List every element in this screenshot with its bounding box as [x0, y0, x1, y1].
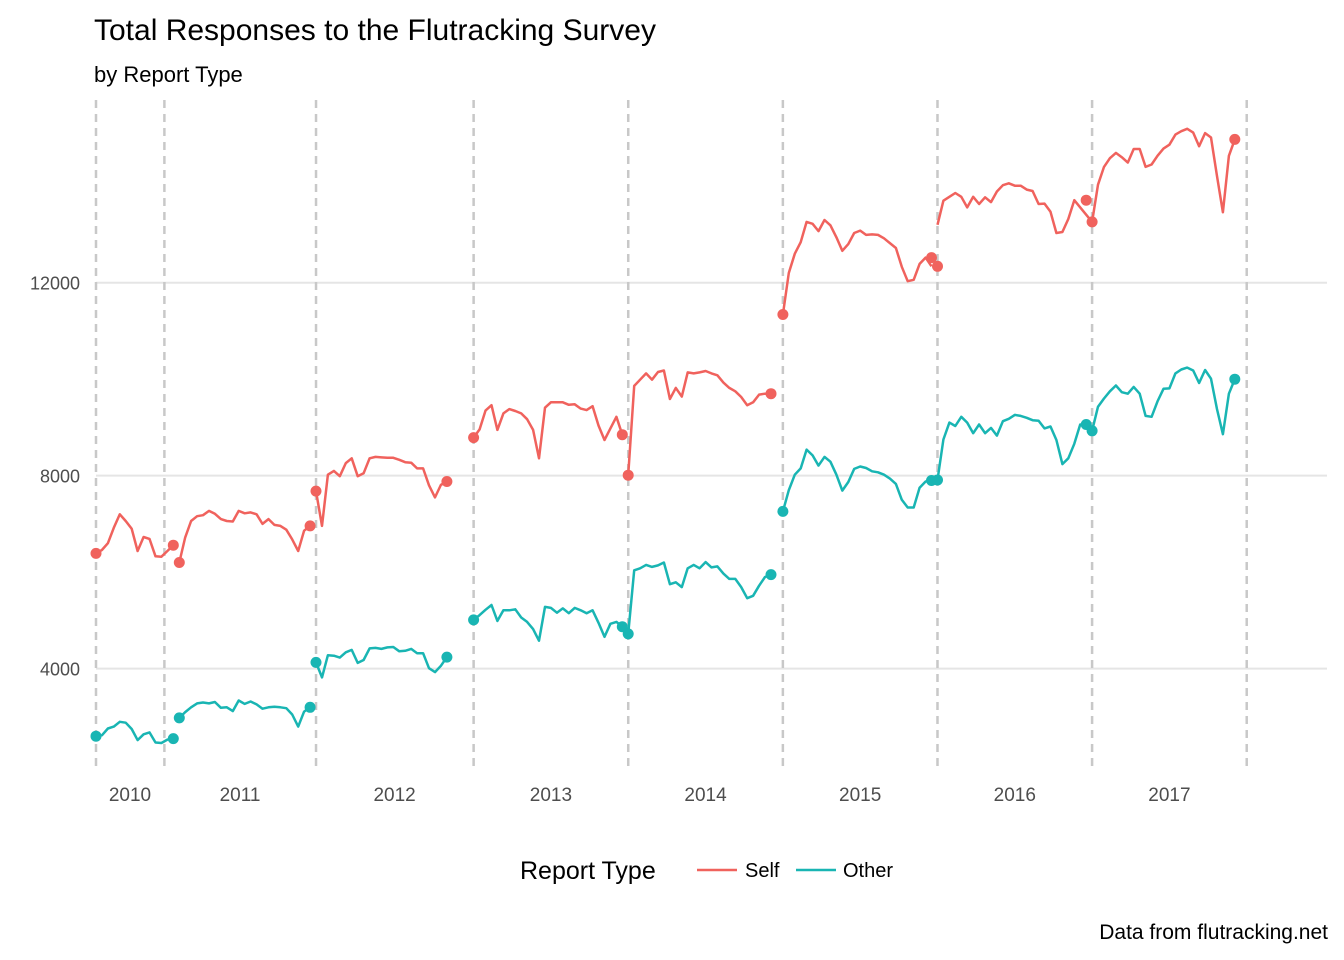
data-point-self [622, 469, 634, 481]
series-line-other-3 [472, 603, 624, 642]
data-point-self [441, 476, 453, 487]
y-tick-label: 12000 [30, 274, 80, 294]
data-point-self [304, 520, 316, 532]
data-point-other [173, 712, 185, 724]
x-tick-label: 2014 [684, 785, 727, 806]
data-point-self [616, 429, 628, 441]
data-point-self [1086, 216, 1098, 228]
data-point-self [1080, 194, 1092, 206]
data-point-self [310, 485, 322, 497]
data-point-other [441, 651, 453, 663]
x-tick-label: 2015 [839, 785, 881, 806]
series-line-self-4 [626, 369, 771, 476]
data-point-other [622, 628, 634, 640]
chart-subtitle: by Report Type [94, 62, 243, 87]
x-tick-label: 2011 [220, 785, 261, 806]
data-point-self [932, 260, 943, 272]
series-line-other-2 [314, 645, 448, 679]
data-point-other [167, 733, 179, 745]
series-line-other-4 [626, 560, 772, 635]
series-line-other-1 [178, 699, 311, 728]
data-point-self [90, 547, 102, 559]
x-tick-label: 2013 [530, 785, 572, 806]
data-point-other [1229, 373, 1241, 385]
legend: Report Type Self Other [520, 857, 893, 885]
gridlines [96, 281, 1327, 670]
series-line-self-5 [781, 218, 933, 315]
series-layer [90, 127, 1241, 745]
series-line-self-6 [936, 127, 1236, 235]
data-point-self [468, 432, 480, 444]
x-tick-label: 2017 [1148, 785, 1190, 806]
y-tick-label: 4000 [40, 660, 80, 680]
data-point-self [173, 557, 185, 568]
x-tick-label: 2016 [994, 785, 1036, 806]
x-tick-label: 2012 [373, 785, 415, 806]
chart-title: Total Responses to the Flutracking Surve… [94, 14, 656, 47]
legend-label-other: Other [843, 860, 893, 882]
caption: Data from flutracking.net [1099, 921, 1328, 944]
data-point-other [765, 569, 777, 581]
data-point-other [304, 701, 316, 713]
series-line-self-0 [95, 513, 175, 558]
series-line-self-1 [178, 509, 311, 563]
data-point-other [777, 505, 789, 517]
series-other [90, 366, 1241, 745]
data-point-self [765, 388, 777, 400]
data-point-other [90, 730, 102, 742]
data-point-other [932, 474, 943, 486]
data-point-self [167, 539, 179, 551]
data-point-self [1229, 133, 1241, 145]
y-axis: 4000 8000 12000 [30, 274, 80, 680]
x-tick-label: 2010 [109, 785, 151, 806]
data-point-other [1086, 425, 1098, 437]
series-line-other-5 [781, 448, 932, 512]
data-point-self [926, 252, 937, 264]
series-line-other-0 [95, 720, 174, 745]
legend-label-self: Self [745, 860, 780, 882]
series-line-self-3 [472, 401, 624, 460]
x-axis: 2010 2011 2012 2013 2014 2015 2016 2017 [109, 785, 1191, 806]
data-point-other [310, 656, 322, 668]
y-tick-label: 8000 [40, 467, 80, 487]
series-self [90, 127, 1241, 568]
data-point-other [468, 614, 480, 626]
data-point-self [777, 309, 789, 320]
legend-title: Report Type [520, 857, 656, 885]
series-line-self-2 [314, 455, 448, 528]
